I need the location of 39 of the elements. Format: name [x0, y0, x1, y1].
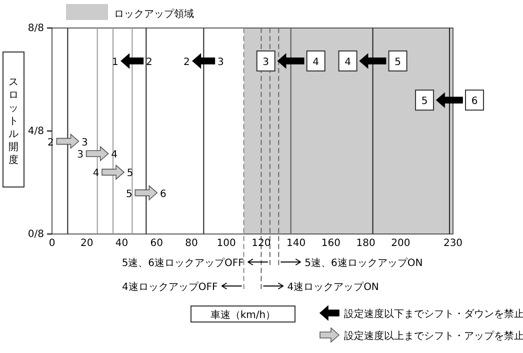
- text: 車速（km/h）: [210, 309, 276, 321]
- x-tick-label: 160: [321, 238, 341, 250]
- legend-label: ロックアップ領域: [114, 8, 194, 20]
- annotation: 6: [471, 96, 478, 108]
- ref-line-label: 4速ロックアップOFF: [122, 281, 218, 293]
- annotation: 4: [92, 168, 100, 180]
- y-tick-label: 0/8: [28, 229, 44, 240]
- ref-line-label: 4速ロックアップON: [287, 281, 379, 293]
- x-tick-label: 200: [391, 238, 410, 250]
- annotation: 5: [421, 96, 428, 108]
- x-tick-label: 20: [80, 238, 94, 250]
- x-tick-label: 230: [443, 238, 463, 250]
- annotation: 3: [82, 137, 88, 148]
- y-axis-title: スロットル開度: [8, 77, 18, 166]
- annotation: 6: [160, 188, 166, 200]
- x-tick-label: 0: [48, 238, 56, 250]
- annotation: 2: [183, 56, 190, 68]
- annotation: 4: [111, 150, 118, 161]
- annotation: 2: [146, 56, 152, 68]
- x-tick-label: 80: [185, 238, 198, 250]
- ref-line-label: 5速、6速ロックアップOFF: [122, 257, 244, 269]
- annotation: 4: [312, 56, 320, 68]
- x-tick-label: 140: [286, 238, 306, 250]
- annotation: 4: [344, 56, 351, 68]
- annotation: 5: [126, 188, 132, 200]
- x-tick-label: 100: [216, 238, 236, 250]
- annotation: 3: [217, 56, 224, 68]
- x-tick-label: 120: [252, 238, 271, 250]
- annotation: 1: [112, 56, 118, 68]
- x-tick-label: 60: [150, 238, 163, 250]
- annotation: 5: [394, 56, 401, 68]
- y-tick-label: 8/8: [28, 23, 44, 34]
- annotation: 5: [126, 168, 134, 180]
- annotation: 3: [77, 150, 84, 161]
- annotation: 3: [262, 56, 270, 68]
- x-tick-label: 180: [356, 238, 376, 250]
- x-tick-label: 40: [115, 238, 128, 250]
- ref-line-label: 5速、6速ロックアップON: [304, 257, 423, 269]
- y-tick-label: 4/8: [28, 126, 44, 138]
